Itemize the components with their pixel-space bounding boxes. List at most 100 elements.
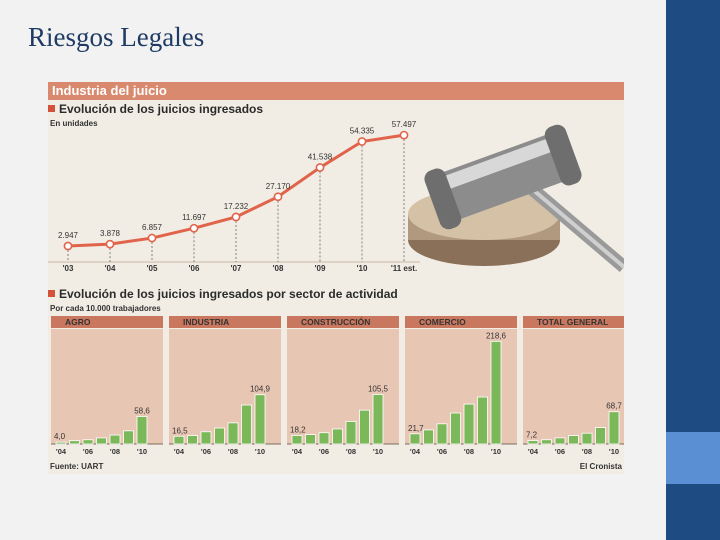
data-point — [189, 223, 199, 233]
data-point — [147, 233, 157, 243]
x-tick-label: '08 — [110, 447, 120, 456]
x-tick-label: '06 — [189, 264, 200, 273]
bar — [490, 340, 502, 445]
bar — [123, 430, 134, 445]
x-tick-label: '04 — [528, 447, 539, 456]
x-tick-label: '10 — [255, 447, 265, 456]
bar — [608, 411, 620, 445]
bar-value-label: 68,7 — [606, 402, 622, 411]
bar — [595, 427, 606, 445]
x-tick-label: '08 — [228, 447, 238, 456]
panel-header — [405, 316, 517, 328]
bar — [227, 422, 239, 445]
x-tick-label: '04 — [56, 447, 67, 456]
bar-value-label: 104,9 — [250, 385, 271, 394]
data-label: 54.335 — [350, 127, 375, 136]
data-label: 11.697 — [182, 213, 206, 222]
bar — [173, 435, 185, 445]
panel-title: CONSTRUCCIÓN — [301, 316, 370, 327]
data-label: 2.947 — [58, 231, 79, 240]
x-tick-label: '11 est. — [391, 264, 417, 273]
x-tick-label: '06 — [319, 447, 329, 456]
data-label: 41.538 — [308, 153, 333, 162]
bar — [214, 427, 225, 445]
bar — [359, 409, 370, 445]
x-tick-label: '04 — [292, 447, 303, 456]
data-label: 6.857 — [142, 223, 163, 232]
bar-value-label: 4,0 — [54, 432, 66, 441]
x-tick-label: '10 — [357, 264, 368, 273]
bar-value-label: 7,2 — [526, 431, 538, 440]
data-point — [231, 212, 241, 222]
bar — [477, 396, 488, 445]
bar — [345, 421, 357, 445]
x-tick-label: '04 — [174, 447, 185, 456]
bar — [187, 435, 198, 445]
bar — [318, 432, 330, 445]
data-label: 17.232 — [224, 202, 249, 211]
panel-title: COMERCIO — [419, 317, 466, 327]
x-tick-label: '06 — [201, 447, 211, 456]
data-point — [357, 137, 367, 146]
x-tick-label: '09 — [315, 264, 326, 273]
bar — [291, 435, 303, 445]
bar — [436, 423, 448, 445]
bar — [581, 432, 593, 445]
panel-title: TOTAL GENERAL — [537, 317, 608, 327]
line-chart-title: Evolución de los juicios ingresados — [59, 102, 264, 116]
line-chart-title-row: Evolución de los juicios ingresados — [48, 102, 263, 116]
bar — [554, 437, 566, 445]
bar-value-label: 105,5 — [368, 384, 389, 393]
bar-value-label: 16,5 — [172, 426, 188, 435]
panel-background — [523, 329, 624, 444]
x-tick-label: '04 — [105, 264, 116, 273]
bar — [254, 394, 266, 445]
bar — [96, 437, 107, 445]
bar — [136, 416, 148, 445]
x-tick-label: '06 — [437, 447, 447, 456]
line-chart-subtitle: En unidades — [50, 119, 98, 128]
x-tick-label: '05 — [147, 264, 158, 273]
bar-chart-subtitle: Por cada 10.000 trabajadores — [50, 304, 161, 313]
bar-value-label: 58,6 — [134, 406, 150, 415]
x-tick-label: '03 — [63, 264, 74, 273]
x-tick-label: '10 — [491, 447, 501, 456]
newspaper-clipping: Industria del juicio Evolución de los ju… — [48, 82, 624, 474]
x-tick-label: '08 — [464, 447, 474, 456]
bar — [450, 412, 461, 445]
bar — [372, 394, 384, 445]
panel-title: INDUSTRIA — [183, 317, 229, 327]
data-point — [105, 239, 115, 249]
data-label: 27.170 — [266, 182, 291, 191]
bullet-square-icon — [48, 290, 55, 297]
slide-title: Riesgos Legales — [28, 22, 205, 52]
data-point — [315, 163, 325, 172]
clipping-header-band: Industria del juicio — [48, 82, 624, 100]
gavel-illustration — [408, 124, 624, 272]
panel-header — [287, 316, 399, 328]
bar — [423, 429, 434, 445]
data-point — [273, 192, 283, 202]
bar — [527, 440, 539, 445]
bar-value-label: 21,7 — [408, 424, 424, 433]
bar — [82, 439, 94, 445]
x-tick-label: '10 — [373, 447, 383, 456]
source-note: Fuente: UART — [50, 462, 104, 471]
bar-charts: AGRO 4,0 58,6 '04 '06 '08 '10 INDUSTRIA 16,5 104,… — [51, 316, 624, 456]
bar-value-label: 218,6 — [486, 331, 507, 340]
slide-side-accent — [666, 432, 720, 484]
x-tick-label: '10 — [609, 447, 619, 456]
bar — [541, 439, 552, 445]
panel-header — [523, 316, 624, 328]
x-tick-label: '08 — [582, 447, 592, 456]
bar — [55, 441, 67, 445]
x-tick-label: '08 — [273, 264, 284, 273]
bar — [568, 435, 579, 445]
panel-title: AGRO — [65, 317, 91, 327]
bar — [463, 403, 475, 445]
data-point — [63, 241, 73, 251]
data-label: 3.878 — [100, 229, 121, 238]
panel-header — [51, 316, 163, 328]
bar-chart-title-row: Evolución de los juicios ingresados por … — [48, 287, 398, 301]
bar — [241, 404, 252, 445]
